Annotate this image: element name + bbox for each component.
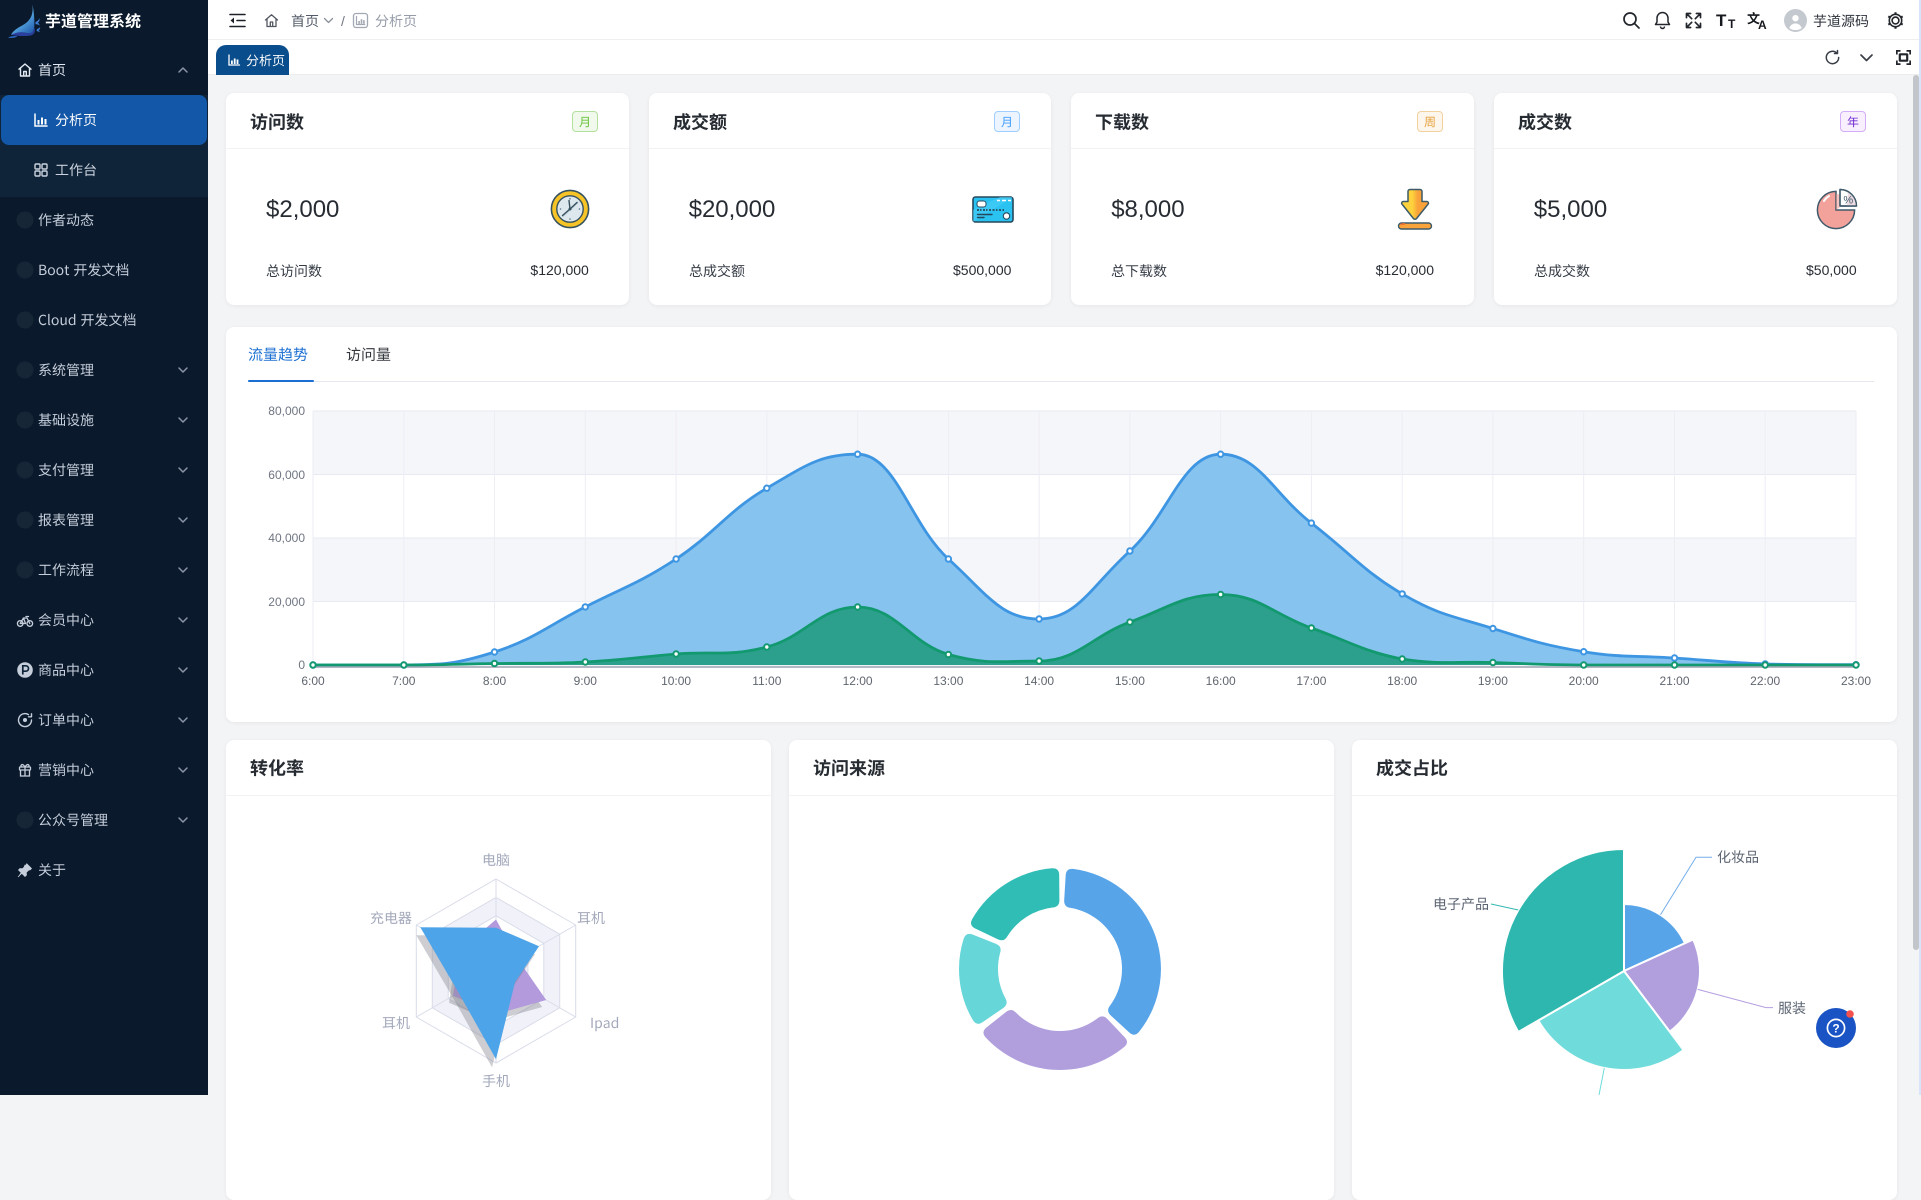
svg-text:%: % xyxy=(1843,195,1853,207)
svg-text:?: ? xyxy=(1832,1022,1839,1036)
